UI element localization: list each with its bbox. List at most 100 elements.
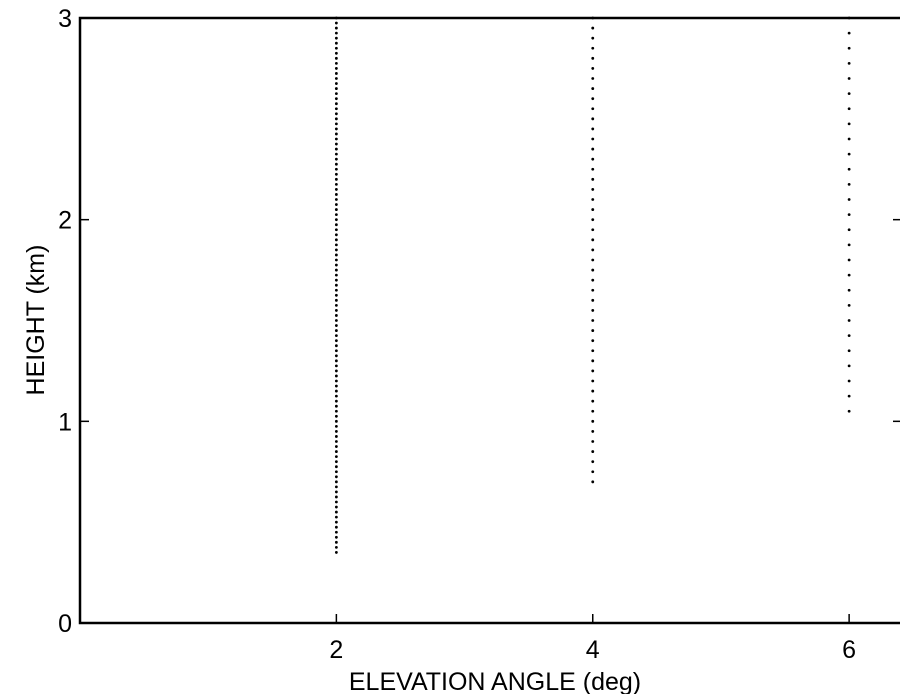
data-point	[334, 193, 338, 196]
data-point	[591, 77, 595, 80]
data-point	[591, 208, 595, 211]
data-point	[591, 228, 595, 232]
data-point	[591, 67, 595, 70]
data-point	[334, 329, 338, 332]
data-point	[334, 61, 338, 65]
data-point	[334, 273, 338, 277]
plot-frame	[78, 16, 900, 625]
data-point	[591, 339, 595, 343]
data-point	[591, 258, 595, 262]
x-axis-label: ELEVATION ANGLE (deg)	[349, 668, 641, 694]
data-point	[334, 344, 338, 348]
data-point	[334, 162, 338, 166]
data-point	[591, 218, 595, 222]
data-point	[334, 87, 338, 90]
data-point	[334, 36, 338, 40]
data-point	[334, 404, 338, 408]
data-point	[334, 520, 338, 524]
data-point	[334, 278, 338, 282]
data-point	[334, 374, 338, 378]
data-point	[591, 419, 595, 423]
y-ticks: 0 1 2 3	[58, 5, 900, 638]
data-point	[847, 394, 851, 398]
data-point	[334, 117, 338, 121]
data-point	[334, 419, 338, 423]
data-point	[847, 137, 851, 141]
data-point	[334, 248, 338, 252]
data-point	[591, 16, 595, 20]
data-point	[847, 258, 851, 262]
data-point	[334, 82, 338, 85]
data-point	[591, 349, 595, 353]
data-point	[334, 31, 338, 35]
data-point	[334, 72, 338, 75]
data-point	[591, 238, 595, 242]
data-point	[847, 46, 851, 50]
data-points	[334, 16, 851, 554]
data-point	[334, 283, 338, 287]
data-point	[334, 228, 338, 232]
y-tick-label: 3	[58, 5, 72, 33]
data-point	[847, 273, 851, 277]
data-point	[847, 61, 851, 65]
data-point	[591, 177, 595, 181]
data-point	[334, 213, 338, 217]
data-point	[847, 31, 851, 35]
data-point	[334, 41, 338, 45]
data-point	[334, 445, 338, 448]
data-point	[847, 16, 851, 20]
data-point	[334, 223, 338, 227]
data-point	[334, 172, 338, 176]
data-point	[334, 465, 338, 469]
data-point	[847, 228, 851, 232]
data-point	[334, 56, 338, 60]
data-point	[591, 198, 595, 201]
data-point	[334, 127, 338, 131]
data-point	[334, 233, 338, 237]
data-point	[334, 450, 338, 453]
data-point	[591, 127, 595, 131]
x-tick-label: 6	[842, 636, 856, 664]
data-point	[591, 409, 595, 413]
data-point	[334, 238, 338, 242]
data-point	[847, 349, 851, 353]
data-point	[334, 288, 338, 292]
data-point	[334, 389, 338, 393]
data-point	[334, 16, 338, 20]
data-point	[847, 198, 851, 201]
data-point	[334, 46, 338, 50]
data-point	[334, 424, 338, 428]
data-point	[847, 122, 851, 126]
data-point	[847, 182, 851, 186]
data-point	[334, 182, 338, 186]
data-point	[591, 157, 595, 161]
data-point	[334, 208, 338, 211]
data-point	[334, 167, 338, 171]
data-point	[334, 394, 338, 398]
data-point	[334, 414, 338, 418]
x-tick-label: 4	[586, 636, 600, 664]
data-point	[847, 92, 851, 96]
data-point	[334, 92, 338, 96]
data-point	[334, 384, 338, 388]
data-point	[334, 540, 338, 544]
data-point	[847, 288, 851, 292]
data-point	[334, 530, 338, 534]
data-point	[591, 167, 595, 171]
data-point	[334, 112, 338, 116]
data-point	[334, 21, 338, 25]
data-point	[334, 505, 338, 509]
data-point	[334, 132, 338, 136]
data-point	[334, 198, 338, 201]
data-point	[334, 303, 338, 307]
data-point	[334, 258, 338, 262]
data-point	[334, 293, 338, 297]
data-point	[591, 278, 595, 282]
data-point	[591, 379, 595, 383]
data-point	[591, 389, 595, 393]
data-point	[847, 107, 851, 111]
data-point	[591, 56, 595, 60]
data-point	[334, 495, 338, 499]
data-point	[334, 551, 338, 554]
data-point	[334, 137, 338, 141]
